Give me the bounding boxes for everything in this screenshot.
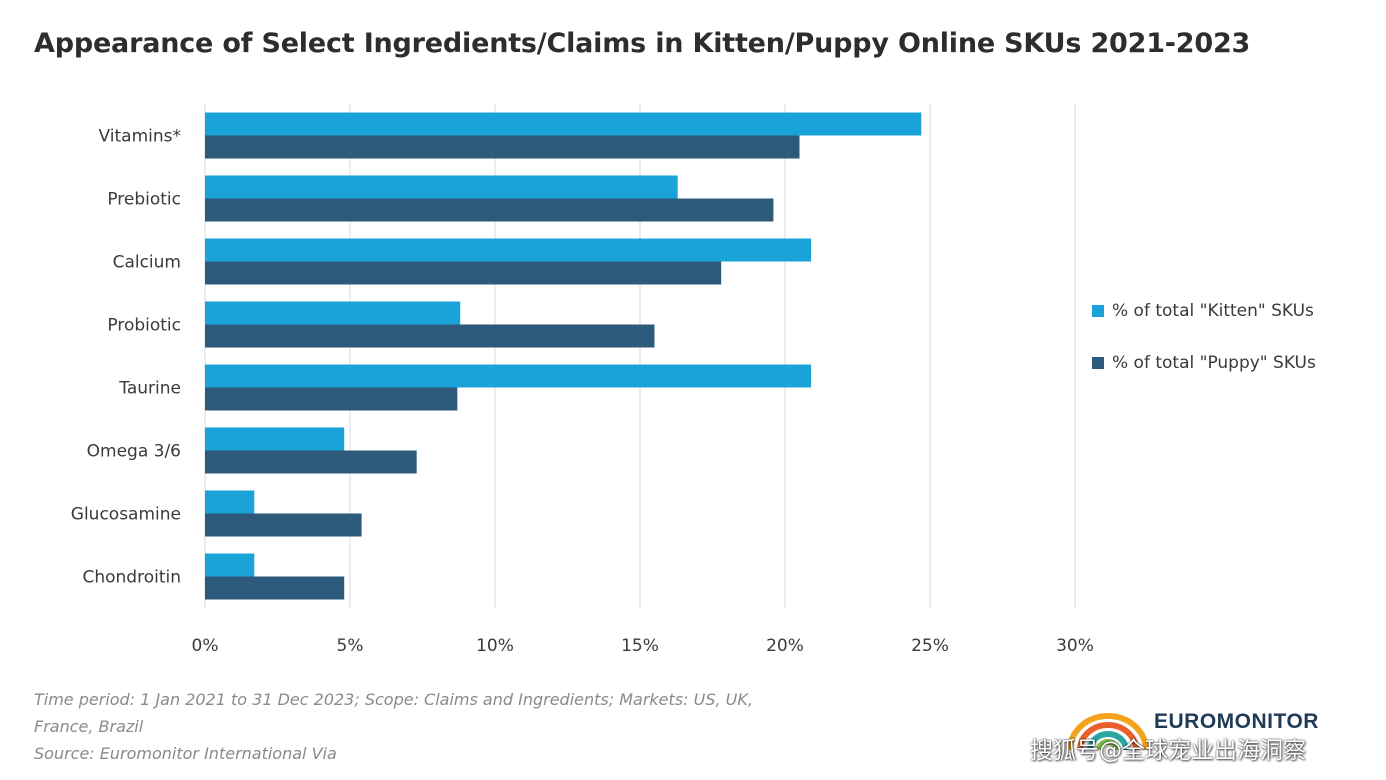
x-tick-label: 5% xyxy=(337,636,364,656)
bar-puppy xyxy=(205,450,417,474)
legend-label-puppy: % of total "Puppy" SKUs xyxy=(1112,353,1316,373)
x-tick-label: 20% xyxy=(766,636,804,656)
legend-label-kitten: % of total "Kitten" SKUs xyxy=(1112,301,1314,321)
bar-puppy xyxy=(205,135,800,159)
category-label: Probiotic xyxy=(107,316,181,336)
bar-puppy xyxy=(205,198,774,222)
legend: % of total "Kitten" SKUs % of total "Pup… xyxy=(1092,298,1316,402)
category-label: Chondroitin xyxy=(82,568,181,588)
x-tick-label: 15% xyxy=(621,636,659,656)
category-label: Taurine xyxy=(118,379,181,399)
category-labels: Vitamins* Prebiotic Calcium Probiotic Taurin… xyxy=(71,127,181,588)
bar-kitten xyxy=(205,490,255,514)
bar-puppy xyxy=(205,324,655,348)
x-tick-label: 0% xyxy=(192,636,219,656)
legend-item-puppy: % of total "Puppy" SKUs xyxy=(1092,350,1316,376)
x-tick-label: 10% xyxy=(476,636,514,656)
bar-kitten xyxy=(205,238,812,262)
bar-kitten xyxy=(205,364,812,388)
x-tick-label: 30% xyxy=(1056,636,1094,656)
category-label: Glucosamine xyxy=(71,505,181,525)
bar-kitten xyxy=(205,175,678,199)
category-label: Omega 3/6 xyxy=(87,442,181,462)
euromonitor-logo-icon xyxy=(1067,713,1149,751)
x-tick-label: 25% xyxy=(911,636,949,656)
footnote-source: Source: Euromonitor International Via xyxy=(34,744,337,763)
footnote-markets: France, Brazil xyxy=(34,717,144,736)
legend-swatch-puppy xyxy=(1092,357,1104,369)
category-label: Calcium xyxy=(113,253,181,273)
bar-kitten xyxy=(205,427,345,451)
bar-puppy xyxy=(205,513,362,537)
bar-puppy xyxy=(205,387,458,411)
bar-kitten xyxy=(205,112,922,136)
bar-puppy xyxy=(205,576,345,600)
bar-kitten xyxy=(205,553,255,577)
bars xyxy=(205,112,922,600)
euromonitor-brand: EUROMONITOR xyxy=(1066,710,1366,770)
x-axis-ticks: 0% 5% 10% 15% 20% 25% 30% xyxy=(192,636,1094,656)
bar-chart: Vitamins* Prebiotic Calcium Probiotic Taurin… xyxy=(71,104,1094,656)
legend-item-kitten: % of total "Kitten" SKUs xyxy=(1092,298,1316,324)
bar-puppy xyxy=(205,261,722,285)
category-label: Vitamins* xyxy=(99,127,181,147)
chart-title: Appearance of Select Ingredients/Claims … xyxy=(34,28,1251,59)
legend-swatch-kitten xyxy=(1092,305,1104,317)
footnote-time-period: Time period: 1 Jan 2021 to 31 Dec 2023; … xyxy=(34,690,753,709)
watermark-text: 搜狐号@全球宠业出海洞察 xyxy=(1030,738,1306,764)
bar-kitten xyxy=(205,301,461,325)
category-label: Prebiotic xyxy=(107,190,181,210)
brand-name: EUROMONITOR xyxy=(1154,710,1319,733)
footnotes: Time period: 1 Jan 2021 to 31 Dec 2023; … xyxy=(34,686,753,767)
